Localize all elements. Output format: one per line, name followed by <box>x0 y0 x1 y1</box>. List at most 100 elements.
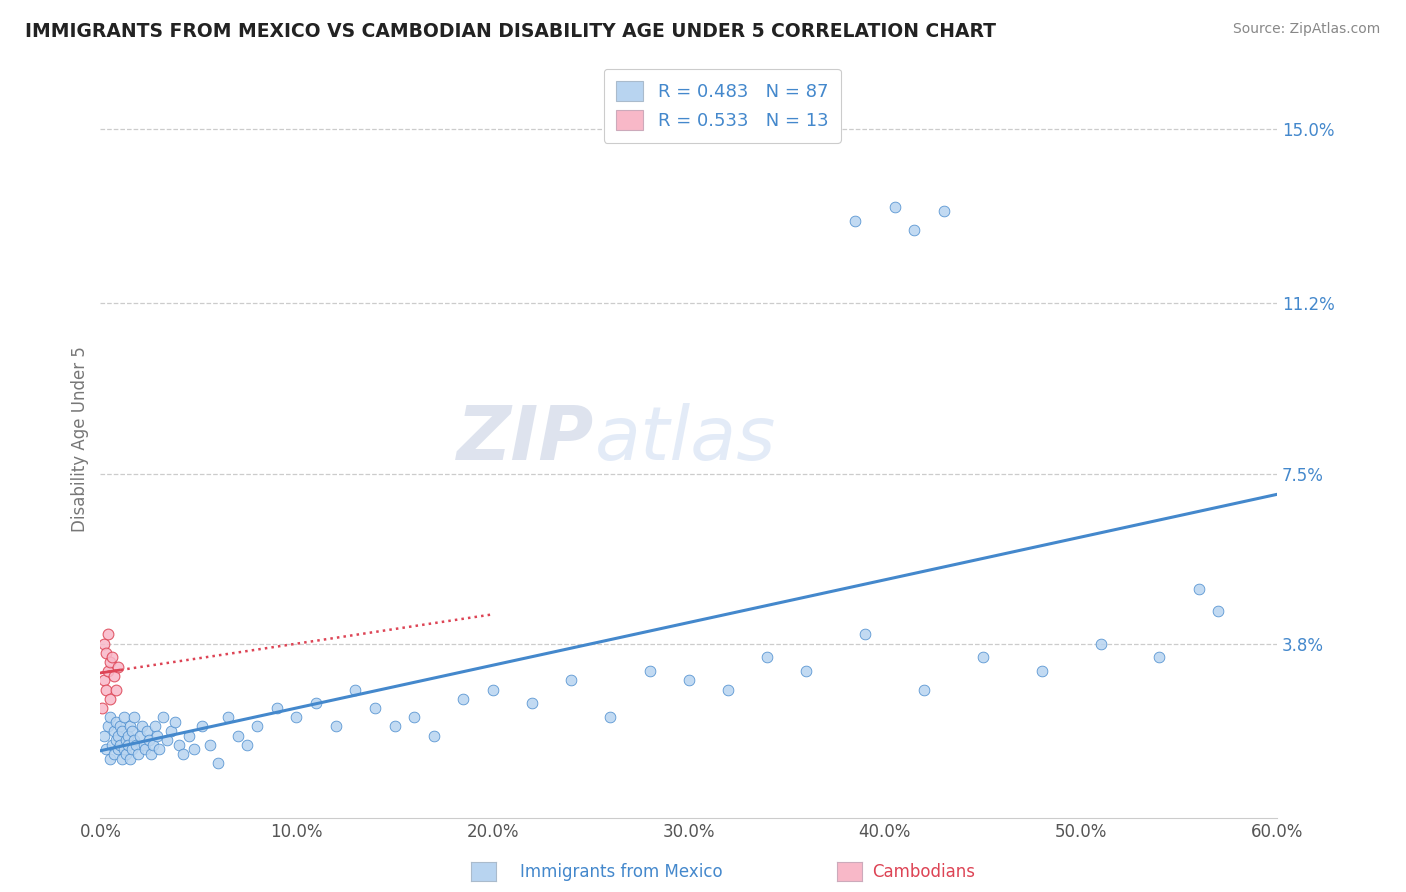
Y-axis label: Disability Age Under 5: Disability Age Under 5 <box>72 346 89 532</box>
Text: Cambodians: Cambodians <box>872 863 974 881</box>
Point <box>1031 665 1053 679</box>
Point <box>167 738 190 752</box>
Point <box>143 719 166 733</box>
Point <box>107 742 129 756</box>
Point <box>325 719 347 733</box>
Point <box>97 719 120 733</box>
Point <box>96 646 118 660</box>
Point <box>103 747 125 761</box>
Point <box>98 752 121 766</box>
Point <box>101 738 124 752</box>
Point <box>142 738 165 752</box>
Point <box>217 710 239 724</box>
Point <box>111 724 134 739</box>
Point <box>128 729 150 743</box>
Point <box>285 710 308 724</box>
Point <box>717 682 740 697</box>
Point <box>93 729 115 743</box>
Point <box>118 752 141 766</box>
Point <box>198 738 221 752</box>
Point <box>796 665 818 679</box>
Point <box>105 682 128 697</box>
Point <box>118 719 141 733</box>
Point <box>599 710 621 724</box>
Point <box>384 719 406 733</box>
Point <box>678 673 700 688</box>
Point <box>423 729 446 743</box>
Point <box>560 673 582 688</box>
Point <box>172 747 194 761</box>
Point <box>207 756 229 771</box>
Point <box>756 650 779 665</box>
Point <box>160 724 183 739</box>
Point <box>1208 605 1230 619</box>
Point <box>844 213 866 227</box>
Point <box>108 738 131 752</box>
Point <box>115 747 138 761</box>
Point <box>305 697 328 711</box>
Point <box>246 719 269 733</box>
Point <box>226 729 249 743</box>
Point <box>121 724 143 739</box>
Point <box>112 710 135 724</box>
Point <box>152 710 174 724</box>
Point <box>853 627 876 641</box>
Point <box>138 733 160 747</box>
Point <box>108 719 131 733</box>
Point <box>93 673 115 688</box>
Point <box>131 719 153 733</box>
Point <box>112 742 135 756</box>
Point <box>191 719 214 733</box>
Point <box>132 738 155 752</box>
Point <box>91 701 114 715</box>
Point <box>101 650 124 665</box>
Text: IMMIGRANTS FROM MEXICO VS CAMBODIAN DISABILITY AGE UNDER 5 CORRELATION CHART: IMMIGRANTS FROM MEXICO VS CAMBODIAN DISA… <box>25 22 997 41</box>
Point <box>115 733 138 747</box>
Point <box>107 659 129 673</box>
Point <box>912 682 935 697</box>
Point <box>638 665 661 679</box>
Point <box>117 738 139 752</box>
Point <box>98 691 121 706</box>
Text: Immigrants from Mexico: Immigrants from Mexico <box>520 863 723 881</box>
Point <box>972 650 994 665</box>
Point <box>97 665 120 679</box>
Point <box>122 710 145 724</box>
Text: ZIP: ZIP <box>457 402 595 475</box>
Point <box>107 729 129 743</box>
Point <box>451 691 474 706</box>
Point <box>103 669 125 683</box>
Point <box>121 742 143 756</box>
Point <box>103 724 125 739</box>
Point <box>883 200 905 214</box>
Point <box>96 682 118 697</box>
Point <box>903 223 925 237</box>
Point <box>105 733 128 747</box>
Point <box>98 710 121 724</box>
Point <box>236 738 259 752</box>
Point <box>136 724 159 739</box>
Point <box>177 729 200 743</box>
Point <box>156 733 179 747</box>
Point <box>134 742 156 756</box>
Point <box>1149 650 1171 665</box>
Text: Source: ZipAtlas.com: Source: ZipAtlas.com <box>1233 22 1381 37</box>
Point <box>266 701 288 715</box>
Point <box>520 697 543 711</box>
Point <box>183 742 205 756</box>
Point <box>124 738 146 752</box>
Point <box>404 710 426 724</box>
Point <box>932 204 955 219</box>
Point <box>1090 637 1112 651</box>
Point <box>364 701 387 715</box>
Text: atlas: atlas <box>595 403 776 475</box>
Point <box>111 752 134 766</box>
Point <box>117 729 139 743</box>
Point <box>93 637 115 651</box>
Point <box>146 729 169 743</box>
Point <box>98 655 121 669</box>
Point <box>141 747 163 761</box>
Point <box>127 747 149 761</box>
Point <box>97 627 120 641</box>
Point <box>105 714 128 729</box>
